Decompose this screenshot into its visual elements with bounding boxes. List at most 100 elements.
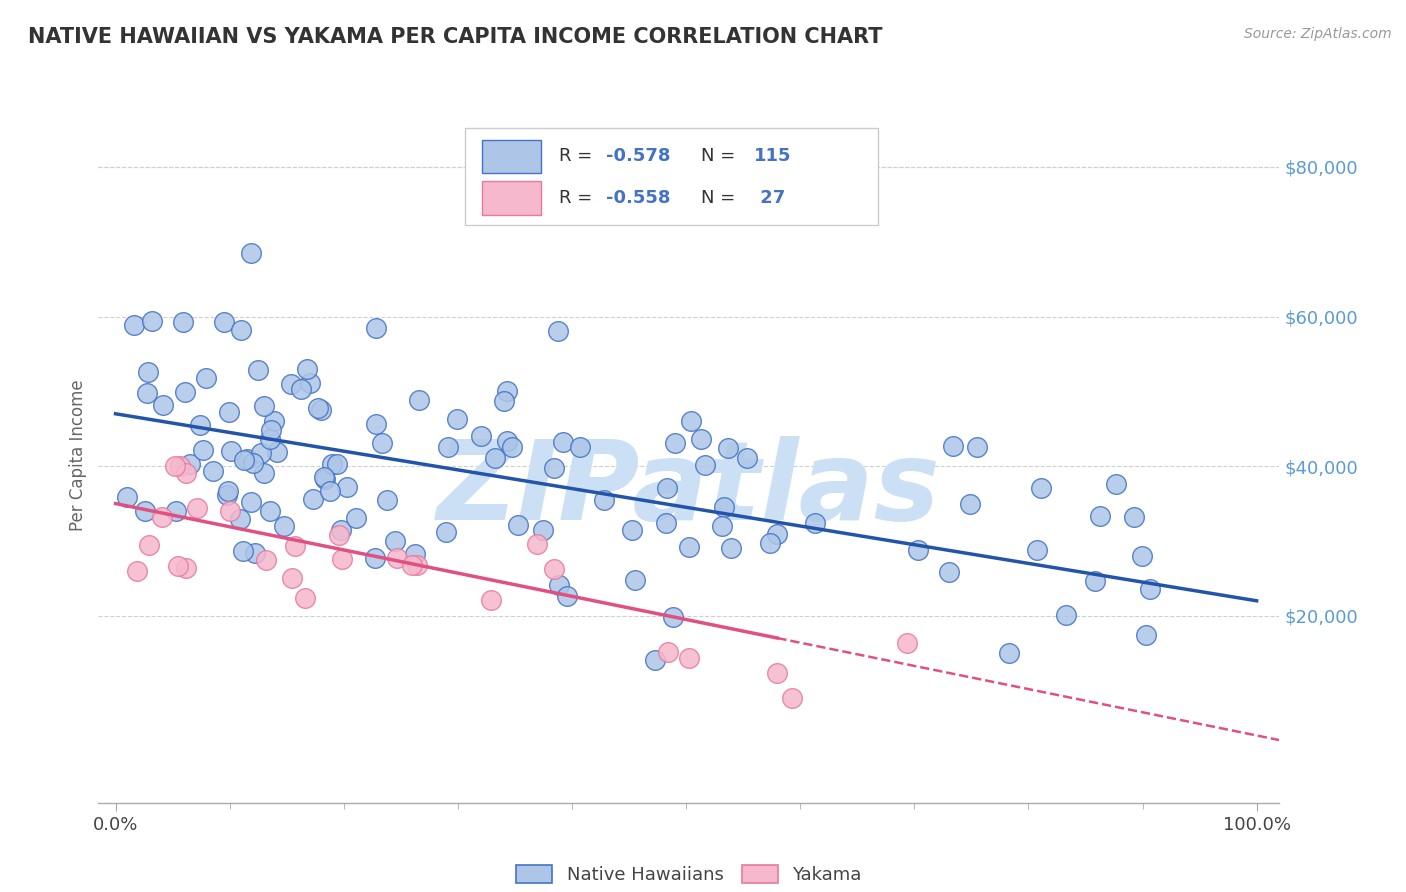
Point xyxy=(896,635,918,649)
Text: R =: R = xyxy=(560,189,598,207)
Point xyxy=(229,512,252,526)
Point xyxy=(294,591,316,605)
Point xyxy=(284,539,307,553)
Bar xyxy=(482,140,541,173)
Point xyxy=(804,516,827,530)
FancyBboxPatch shape xyxy=(464,128,877,226)
Point xyxy=(266,445,288,459)
Point xyxy=(259,504,281,518)
Point xyxy=(280,377,302,392)
Point xyxy=(766,527,789,541)
Point xyxy=(1031,481,1053,495)
Point xyxy=(141,314,163,328)
Point xyxy=(387,551,409,566)
Point xyxy=(136,365,159,379)
Point xyxy=(693,458,716,472)
Point xyxy=(495,384,517,398)
Point xyxy=(346,511,368,525)
Point xyxy=(201,464,224,478)
Point xyxy=(194,370,217,384)
Point xyxy=(689,432,711,446)
Point xyxy=(191,442,214,457)
Point xyxy=(1105,477,1128,491)
Point xyxy=(236,451,259,466)
Point xyxy=(117,490,139,504)
Point xyxy=(375,492,398,507)
Point xyxy=(165,504,187,518)
Point xyxy=(174,385,197,400)
Point xyxy=(1135,627,1157,641)
Point xyxy=(655,516,678,530)
Text: R =: R = xyxy=(560,147,598,165)
Point xyxy=(942,438,965,452)
Point xyxy=(717,442,740,456)
Point xyxy=(295,361,318,376)
Point xyxy=(299,376,322,391)
Point xyxy=(1054,607,1077,622)
Point xyxy=(167,558,190,573)
Point xyxy=(1139,582,1161,596)
Point xyxy=(312,470,335,484)
Point xyxy=(1084,574,1107,589)
Point xyxy=(364,417,387,431)
Point xyxy=(508,517,530,532)
Point xyxy=(371,435,394,450)
Point xyxy=(543,461,565,475)
Point xyxy=(328,527,350,541)
Point xyxy=(232,544,254,558)
Point xyxy=(555,589,578,603)
Text: ZIPatlas: ZIPatlas xyxy=(437,436,941,543)
Point xyxy=(172,315,194,329)
Point xyxy=(495,434,517,448)
Point xyxy=(150,509,173,524)
Point xyxy=(531,523,554,537)
Point xyxy=(434,524,457,539)
Point xyxy=(165,459,187,474)
Point xyxy=(219,443,242,458)
Point xyxy=(326,457,349,471)
Point xyxy=(217,488,239,502)
Point xyxy=(551,434,574,449)
Point xyxy=(280,571,302,585)
Point xyxy=(938,566,960,580)
Point xyxy=(711,518,734,533)
Point xyxy=(321,457,343,471)
Point xyxy=(907,542,929,557)
Point xyxy=(174,466,197,480)
Point xyxy=(152,399,174,413)
Point xyxy=(678,650,700,665)
Point xyxy=(243,546,266,560)
Point xyxy=(644,653,666,667)
Point xyxy=(122,318,145,333)
Point xyxy=(662,610,685,624)
Point xyxy=(657,645,679,659)
Point xyxy=(259,423,281,437)
Point xyxy=(479,592,502,607)
Point xyxy=(186,501,208,516)
Point xyxy=(759,536,782,550)
Point xyxy=(501,441,523,455)
Point xyxy=(998,646,1021,660)
Point xyxy=(364,551,387,566)
Point xyxy=(212,315,235,329)
Point xyxy=(250,446,273,460)
Point xyxy=(329,523,352,537)
Point xyxy=(1123,509,1146,524)
Point xyxy=(135,386,157,401)
Point xyxy=(218,504,240,518)
Point xyxy=(1130,549,1153,564)
Point xyxy=(1026,543,1049,558)
Point xyxy=(134,503,156,517)
Point xyxy=(401,558,423,573)
Point xyxy=(384,534,406,549)
Point xyxy=(169,459,191,474)
Text: 27: 27 xyxy=(754,189,785,207)
Point xyxy=(190,418,212,433)
Point xyxy=(319,484,342,499)
Text: N =: N = xyxy=(700,147,741,165)
Point xyxy=(309,403,332,417)
Point xyxy=(263,414,285,428)
Text: -0.558: -0.558 xyxy=(606,189,671,207)
Point xyxy=(290,382,312,396)
Point xyxy=(232,453,254,467)
